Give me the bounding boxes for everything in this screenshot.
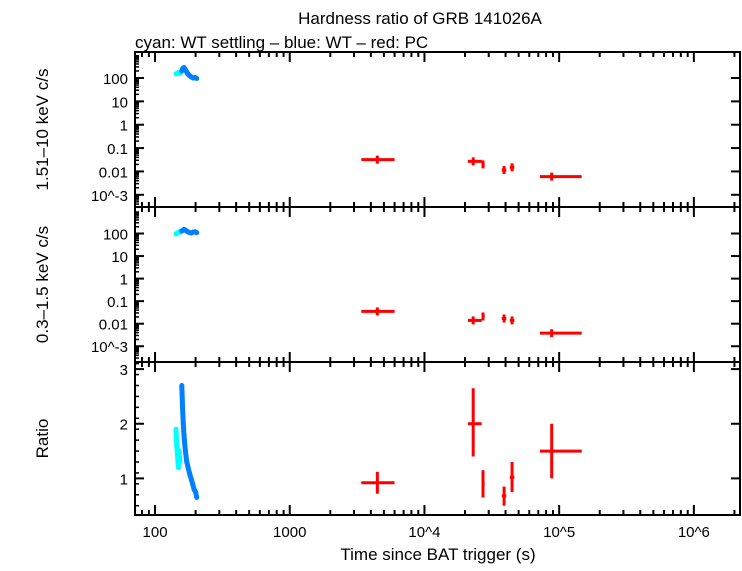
y-tick-label: 3 — [120, 362, 128, 379]
y-tick-label: 100 — [103, 71, 128, 88]
wt-data-point — [179, 382, 185, 388]
y-tick-label: 0.01 — [99, 164, 128, 181]
wt-data-point — [185, 464, 191, 470]
x-tick-label: 1000 — [273, 524, 306, 541]
wt_settling-data-point — [177, 459, 183, 465]
y-tick-label: 1 — [120, 272, 128, 289]
wt-data-point — [180, 421, 186, 427]
x-tick-label: 10^6 — [678, 524, 710, 541]
y-tick-label: 10 — [111, 94, 128, 111]
y-tick-label: 2 — [120, 417, 128, 434]
panel-1-y-axis-label: 0.3–1.5 keV c/s — [33, 226, 52, 343]
wt-data-point — [180, 404, 186, 410]
chart-title: Hardness ratio of GRB 141026A — [298, 9, 542, 28]
y-tick-label: 0.1 — [107, 141, 128, 158]
wt-data-point — [184, 459, 190, 465]
wt-data-point — [194, 495, 200, 501]
y-tick-label: 1 — [120, 471, 128, 488]
wt-data-point — [194, 76, 200, 82]
panel-1-frame — [134, 206, 741, 363]
wt_settling-data-point — [176, 448, 182, 454]
wt_settling-data-point — [175, 454, 181, 460]
y-tick-label: 10 — [111, 249, 128, 266]
y-tick-label: 10^-3 — [91, 188, 128, 205]
wt-data-point — [186, 470, 192, 476]
y-tick-label: 1 — [120, 118, 128, 135]
y-tick-label: 10^-3 — [91, 339, 128, 356]
y-tick-label: 0.01 — [99, 317, 128, 334]
wt-data-point — [181, 437, 187, 443]
x-tick-label: 10^5 — [543, 524, 575, 541]
wt-data-point — [190, 481, 196, 487]
panel-2-y-axis-label: Ratio — [33, 419, 52, 459]
wt_settling-data-point — [175, 464, 181, 470]
y-tick-label: 0.1 — [107, 294, 128, 311]
panel-2-frame — [134, 361, 741, 516]
y-tick-label: 100 — [103, 227, 128, 244]
wt_settling-data-point — [174, 443, 180, 449]
x-tick-label: 10^4 — [408, 524, 440, 541]
wt-data-point — [182, 448, 188, 454]
chart-subtitle: cyan: WT settling – blue: WT – red: PC — [135, 33, 428, 52]
x-tick-label: 100 — [143, 524, 168, 541]
x-axis-label: Time since BAT trigger (s) — [340, 545, 535, 564]
wt-data-point — [188, 475, 194, 481]
panel-0-y-axis-label: 1.51–10 keV c/s — [33, 69, 52, 191]
wt-data-point — [193, 489, 199, 495]
wt_settling-data-point — [173, 426, 179, 432]
wt-data-point — [194, 230, 200, 236]
panel-0-frame — [134, 51, 741, 208]
